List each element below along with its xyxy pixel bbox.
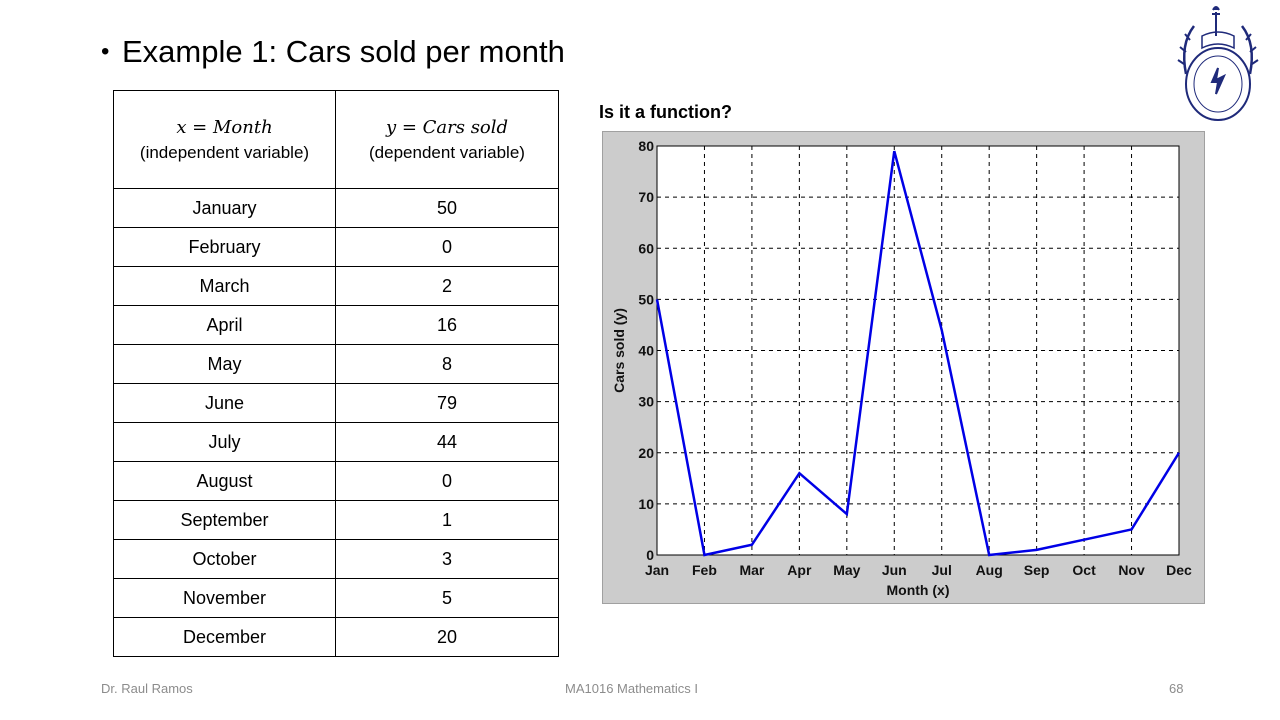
- y-tick-label: 60: [638, 240, 654, 256]
- bullet-icon: •: [101, 38, 110, 65]
- y-tick-label: 30: [638, 394, 654, 410]
- table-row: November 5: [113, 578, 559, 618]
- table-row: May 8: [113, 344, 559, 384]
- x-tick-label: Apr: [787, 562, 812, 578]
- y-tick-label: 0: [646, 547, 654, 563]
- table-row: July 44: [113, 422, 559, 462]
- x-tick-label: Sep: [1024, 562, 1050, 578]
- month-cell: May: [113, 344, 336, 384]
- footer-author: Dr. Raul Ramos: [101, 681, 193, 696]
- cars-sold-line-chart: Jan Feb Mar Apr May Jun Jul Aug Sep Oct Nov Dec 0 10 2…: [611, 138, 1192, 598]
- x-tick-label: Feb: [692, 562, 717, 578]
- slide-title: Example 1: Cars sold per month: [122, 34, 565, 69]
- table-header-row: x = Month (independent variable) y = Car…: [113, 90, 559, 189]
- month-cell: March: [113, 266, 336, 306]
- header-x-math: x = Month: [176, 116, 273, 138]
- x-tick-label: Oct: [1072, 562, 1096, 578]
- y-tick-label: 40: [638, 343, 654, 359]
- month-cell: April: [113, 305, 336, 345]
- y-tick-label: 10: [638, 496, 654, 512]
- table-row: April 16: [113, 305, 559, 345]
- value-cell: 0: [335, 461, 559, 501]
- y-tick-label: 50: [638, 291, 654, 307]
- x-tick-label: Jun: [882, 562, 907, 578]
- x-tick-label: Mar: [739, 562, 764, 578]
- x-tick-label: Aug: [976, 562, 1003, 578]
- month-cell: December: [113, 617, 336, 657]
- header-x-sub: (independent variable): [139, 142, 310, 162]
- question-text: Is it a function?: [599, 102, 732, 122]
- month-cell: August: [113, 461, 336, 501]
- month-cell: February: [113, 227, 336, 267]
- table-row: December 20: [113, 617, 559, 657]
- header-y-math: y = Cars sold: [385, 116, 509, 138]
- x-tick-label: May: [833, 562, 860, 578]
- header-y-sub: (dependent variable): [369, 142, 525, 162]
- x-axis-label: Month (x): [887, 582, 950, 598]
- value-cell: 1: [335, 500, 559, 540]
- table-row: January 50: [113, 188, 559, 228]
- footer-page-number: 68: [1169, 681, 1184, 696]
- x-tick-label: Nov: [1118, 562, 1145, 578]
- month-cell: September: [113, 500, 336, 540]
- table-row: September 1: [113, 500, 559, 540]
- month-cell: June: [113, 383, 336, 423]
- series-line: [655, 150, 1181, 557]
- x-tick-label: Dec: [1166, 562, 1192, 578]
- month-cell: November: [113, 578, 336, 618]
- value-cell: 50: [335, 188, 559, 228]
- value-cell: 2: [335, 266, 559, 306]
- y-axis-label: Cars sold (y): [611, 308, 627, 393]
- value-cell: 3: [335, 539, 559, 579]
- value-cell: 20: [335, 617, 559, 657]
- month-cell: January: [113, 188, 336, 228]
- table-row: August 0: [113, 461, 559, 501]
- month-cell: October: [113, 539, 336, 579]
- institution-logo: [1177, 6, 1259, 121]
- header-dependent: y = Cars sold (dependent variable): [335, 90, 559, 189]
- y-tick-label: 70: [638, 189, 654, 205]
- value-cell: 16: [335, 305, 559, 345]
- table-row: June 79: [113, 383, 559, 423]
- value-cell: 0: [335, 227, 559, 267]
- data-table: x = Month (independent variable) y = Car…: [113, 90, 559, 657]
- footer-course: MA1016 Mathematics I: [565, 681, 698, 696]
- month-cell: July: [113, 422, 336, 462]
- value-cell: 5: [335, 578, 559, 618]
- value-cell: 44: [335, 422, 559, 462]
- table-row: March 2: [113, 266, 559, 306]
- x-tick-label: Jul: [932, 562, 952, 578]
- x-tick-label: Jan: [645, 562, 669, 578]
- value-cell: 8: [335, 344, 559, 384]
- y-tick-label: 20: [638, 445, 654, 461]
- table-row: February 0: [113, 227, 559, 267]
- plot-border: [656, 145, 1180, 556]
- value-cell: 79: [335, 383, 559, 423]
- y-tick-label: 80: [638, 138, 654, 154]
- header-independent: x = Month (independent variable): [113, 90, 336, 189]
- table-row: October 3: [113, 539, 559, 579]
